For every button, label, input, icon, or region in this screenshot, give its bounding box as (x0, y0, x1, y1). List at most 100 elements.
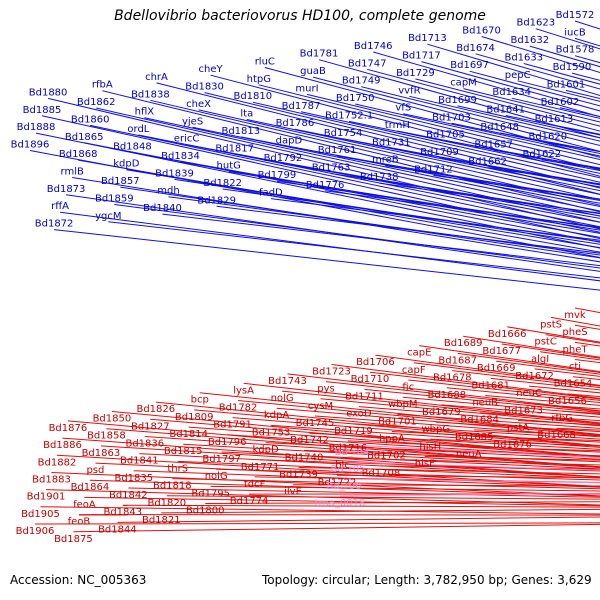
plus-gene-label: Bd1885 (23, 105, 62, 116)
plus-gene-label: Bd1622 (522, 149, 561, 160)
plus-gene-label: Bd1873 (47, 184, 86, 195)
plus-gene-label-connector (240, 136, 600, 208)
plus-gene-label: pepC (505, 70, 531, 81)
minus-gene-label: Bd1723 (312, 367, 351, 378)
plus-gene-label: kdpD (113, 159, 139, 170)
plus-gene-label-connector (41, 115, 600, 240)
minus-gene-label: Bd1901 (27, 492, 66, 503)
minus-gene-label: Bd1710 (351, 374, 390, 385)
minus-gene-label: pheS (562, 327, 587, 338)
plus-gene-label: Bd1781 (300, 49, 339, 60)
plus-gene-label-connector (367, 68, 600, 132)
minus-gene-label: capF (402, 365, 426, 376)
plus-gene-label: Bd1857 (101, 176, 140, 187)
minus-gene-label: Bd1858 (87, 431, 126, 442)
plus-gene-label: rffA (51, 201, 69, 212)
minus-gene-label: Bd1708 (362, 468, 401, 479)
plus-gene-label: Bd1662 (468, 157, 507, 168)
minus-gene-label-connector (210, 485, 600, 492)
minus-gene-label: Bd1739 (279, 470, 318, 481)
plus-gene-label: Bd1787 (282, 101, 321, 112)
minus-gene-label: kdpD (253, 445, 279, 456)
rna-gene-label: Bd_r05 (330, 464, 365, 475)
plus-gene-label-connector (373, 51, 600, 118)
plus-gene-label: Bd1880 (29, 87, 68, 98)
plus-gene-label-connector (397, 130, 600, 172)
minus-gene-label-connector (331, 364, 600, 399)
minus-gene-label: Bd1688 (427, 390, 466, 401)
plus-gene-label: Bd1602 (541, 97, 580, 108)
minus-gene-label: fic (402, 382, 414, 393)
plus-gene-label: ordL (127, 124, 149, 135)
minus-gene-label: algI (531, 354, 549, 365)
minus-gene-label-connector (413, 362, 600, 387)
minus-gene-label: Bd1836 (125, 439, 164, 450)
minus-gene-label: Bd1905 (21, 509, 60, 520)
plus-gene-label-connector (144, 117, 600, 217)
plus-gene-label: cheX (186, 99, 211, 110)
minus-gene-label-connector (139, 453, 600, 478)
minus-gene-label: mvk (564, 310, 586, 321)
minus-gene-label: Bd1669 (477, 363, 516, 374)
rna-gene-label: Bd_r04 (334, 447, 369, 458)
plus-gene-label-connector (300, 111, 600, 179)
minus-gene-label-connector (95, 462, 600, 488)
plus-gene-label: Bd1810 (233, 91, 272, 102)
minus-gene-label: hppA (379, 434, 405, 445)
minus-gene-label-connector (150, 418, 600, 457)
plus-gene-label-connector (114, 204, 600, 269)
plus-gene-label-connector (348, 120, 600, 174)
minus-gene-label: Bd1876 (49, 423, 88, 434)
minus-gene-label-connector (128, 487, 600, 498)
plus-gene-label: Bd1888 (17, 122, 56, 133)
minus-gene-label: Bd1782 (219, 403, 258, 414)
minus-gene-label: cti (569, 362, 581, 373)
minus-gene-label: hisF (415, 459, 435, 470)
minus-gene-label: Bd1800 (186, 506, 225, 517)
minus-gene-label-connector (238, 400, 600, 436)
minus-gene-label: capE (407, 348, 431, 359)
plus-gene-label: Bd1830 (185, 82, 224, 93)
plus-gene-label-connector (186, 144, 600, 223)
minus-gene-label: Bd1850 (93, 414, 132, 425)
minus-gene-label-connector (100, 445, 600, 478)
plus-gene-label: Bd1697 (450, 60, 489, 71)
plus-gene-label-connector (337, 155, 600, 202)
minus-gene-label: Bd1814 (169, 429, 208, 440)
minus-gene-label-connector (446, 387, 600, 404)
minus-gene-label: Bd1676 (493, 440, 532, 451)
minus-gene-label-connector (364, 388, 600, 414)
minus-gene-label: Bd1740 (285, 452, 324, 463)
minus-gene-label-connector (73, 523, 600, 533)
minus-gene-label-connector (51, 472, 600, 497)
minus-gene-label: hisH (419, 441, 441, 452)
minus-gene-label: wbpM (388, 399, 418, 410)
topology-text: Topology: circular; Length: 3,782,950 bp… (262, 573, 592, 587)
minus-gene-label: neuA (456, 449, 482, 460)
minus-gene-label-connector (391, 431, 600, 443)
plus-gene-label: capM (450, 78, 477, 89)
plus-gene-label-connector (306, 93, 600, 166)
minus-gene-label: tdcF (244, 479, 266, 490)
minus-gene-label: Bd1863 (82, 448, 121, 459)
plus-gene-label: ygcM (95, 211, 121, 222)
minus-gene-label: ilvE (284, 487, 302, 498)
minus-gene-label: Bd1719 (334, 426, 373, 437)
minus-gene-label-connector (265, 442, 600, 460)
minus-gene-label-connector (314, 415, 600, 438)
minus-gene-label: Bd1722 (318, 477, 357, 488)
plus-gene-label-connector (204, 92, 600, 189)
minus-gene-label-connector (271, 424, 600, 448)
minus-gene-label-connector (369, 371, 600, 400)
plus-gene-label: rluC (255, 57, 275, 68)
plus-gene-label: Bd1620 (528, 132, 567, 143)
minus-gene-label: nolG (271, 393, 294, 404)
plus-gene-label: Bd1712 (414, 164, 453, 175)
minus-gene-label: feoA (73, 499, 96, 510)
plus-gene-label: Bd1754 (324, 128, 363, 139)
minus-gene-label: Bd1681 (471, 380, 510, 391)
minus-gene-label-connector (260, 459, 600, 472)
minus-gene-label: neuB (472, 398, 498, 409)
plus-gene-label: Bd1839 (155, 168, 194, 179)
minus-gene-label: Bd1827 (131, 421, 170, 432)
